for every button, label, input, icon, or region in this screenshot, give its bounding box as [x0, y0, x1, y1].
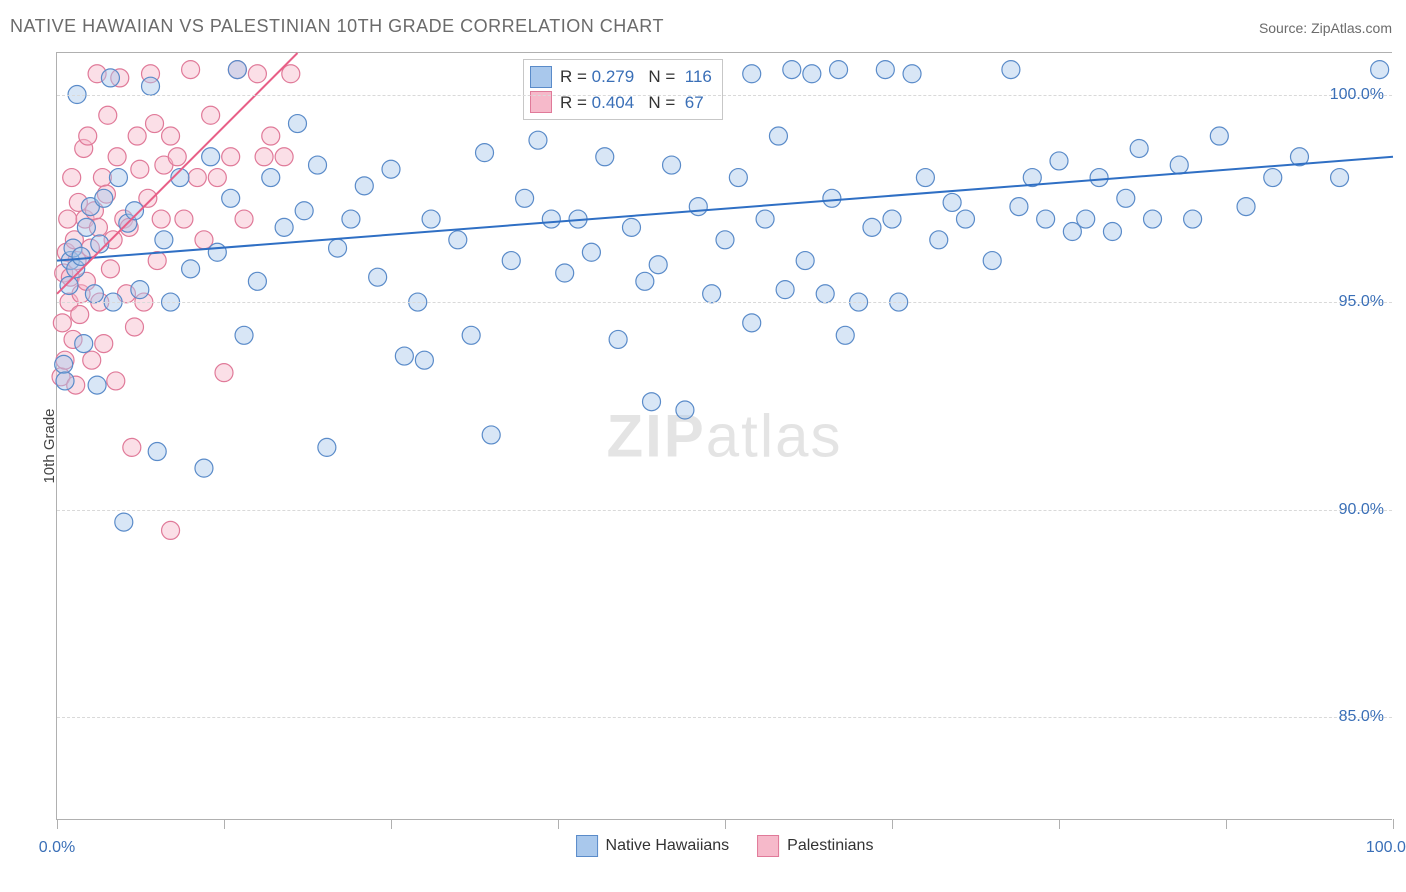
stats-row: R = 0.279 N = 116	[530, 64, 712, 90]
y-tick-label: 90.0%	[1339, 501, 1384, 519]
legend-label: Native Hawaiians	[606, 837, 730, 855]
x-tick-label: 0.0%	[39, 839, 75, 857]
trend-lines	[57, 53, 1393, 821]
stats-text: R = 0.404 N = 67	[560, 90, 704, 116]
y-tick-label: 95.0%	[1339, 293, 1384, 311]
legend-item: Palestinians	[757, 835, 873, 857]
x-tick-label: 100.0%	[1366, 839, 1406, 857]
chart-title: NATIVE HAWAIIAN VS PALESTINIAN 10TH GRAD…	[10, 16, 664, 37]
trend-line	[57, 157, 1393, 261]
scatter-plot-area: ZIPatlas R = 0.279 N = 116 R = 0.404 N =…	[56, 52, 1392, 820]
x-tick	[224, 819, 225, 829]
x-tick	[892, 819, 893, 829]
x-tick	[558, 819, 559, 829]
legend-swatch	[757, 835, 779, 857]
trend-line	[57, 53, 297, 294]
legend-swatch	[576, 835, 598, 857]
x-tick	[57, 819, 58, 829]
legend: Native Hawaiians Palestinians	[576, 835, 874, 857]
grid-line	[57, 717, 1392, 718]
legend-swatch	[530, 66, 552, 88]
x-tick	[1226, 819, 1227, 829]
legend-label: Palestinians	[787, 837, 873, 855]
x-tick	[1393, 819, 1394, 829]
y-tick-label: 100.0%	[1330, 86, 1384, 104]
grid-line	[57, 95, 1392, 96]
x-tick	[1059, 819, 1060, 829]
correlation-stats-box: R = 0.279 N = 116 R = 0.404 N = 67	[523, 59, 723, 120]
grid-line	[57, 510, 1392, 511]
grid-line	[57, 302, 1392, 303]
stats-text: R = 0.279 N = 116	[560, 64, 712, 90]
legend-item: Native Hawaiians	[576, 835, 730, 857]
x-tick	[725, 819, 726, 829]
x-tick	[391, 819, 392, 829]
y-tick-label: 85.0%	[1339, 708, 1384, 726]
source-label: Source: ZipAtlas.com	[1259, 20, 1392, 36]
stats-row: R = 0.404 N = 67	[530, 90, 712, 116]
